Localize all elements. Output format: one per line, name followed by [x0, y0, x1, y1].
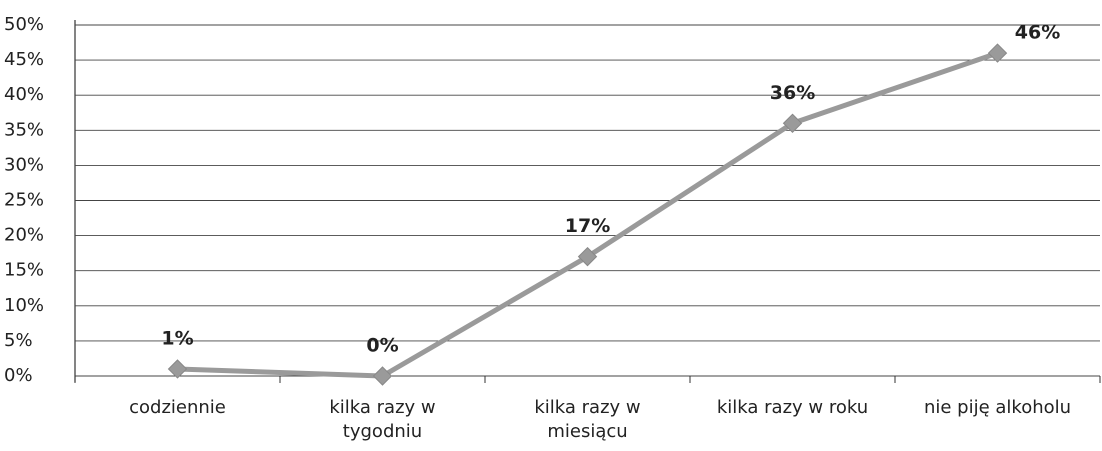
value-label: 46%: [1015, 22, 1060, 44]
value-label: 17%: [565, 215, 610, 237]
marker: [577, 246, 598, 267]
y-tick-label: 0%: [4, 365, 33, 386]
y-tick-label: 10%: [4, 295, 44, 316]
value-label: 0%: [366, 335, 398, 357]
y-tick-label: 25%: [4, 190, 44, 211]
y-tick-label: 35%: [4, 119, 44, 140]
value-label: 36%: [770, 82, 815, 104]
x-tick-label: codziennie: [129, 397, 226, 418]
y-tick-label: 15%: [4, 260, 44, 281]
value-label: 1%: [161, 327, 193, 349]
y-tick-label: 50%: [4, 14, 44, 35]
marker: [987, 43, 1008, 63]
y-tick-label: 45%: [4, 49, 44, 70]
x-tick-label: kilka razy w miesiącu: [534, 397, 641, 442]
marker: [782, 113, 803, 133]
y-tick-label: 30%: [4, 154, 44, 175]
y-tick-label: 20%: [4, 225, 44, 246]
x-tick-label: nie piję alkoholu: [923, 397, 1072, 418]
x-tick-label: kilka razy w roku: [716, 397, 869, 418]
marker: [372, 366, 393, 386]
y-tick-label: 40%: [4, 84, 44, 105]
marker: [167, 359, 188, 379]
x-tick-label: kilka razy w tygodniu: [329, 397, 436, 442]
y-tick-label: 5%: [4, 330, 33, 351]
